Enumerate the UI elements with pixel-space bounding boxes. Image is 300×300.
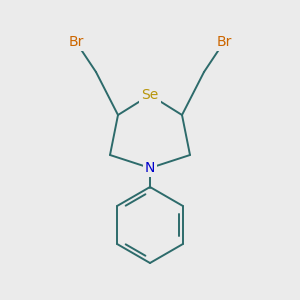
Text: Br: Br [68,35,84,49]
Text: Br: Br [216,35,232,49]
Text: N: N [145,161,155,175]
Text: Se: Se [141,88,159,102]
